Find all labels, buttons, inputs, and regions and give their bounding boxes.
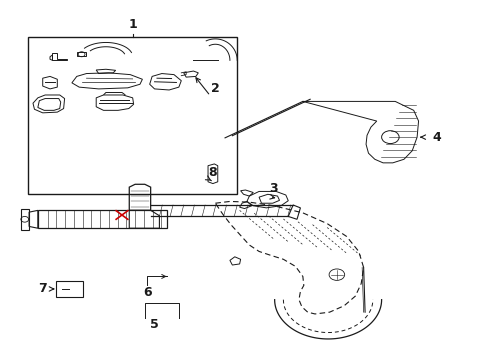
Text: 4: 4 xyxy=(431,131,440,144)
Text: 1: 1 xyxy=(128,18,137,31)
Text: 5: 5 xyxy=(150,318,159,331)
Text: 6: 6 xyxy=(142,286,151,299)
Text: 8: 8 xyxy=(208,166,217,179)
Bar xyxy=(28,37,237,194)
Text: 2: 2 xyxy=(210,82,219,95)
Text: 3: 3 xyxy=(269,183,277,195)
Text: 7: 7 xyxy=(38,283,47,296)
